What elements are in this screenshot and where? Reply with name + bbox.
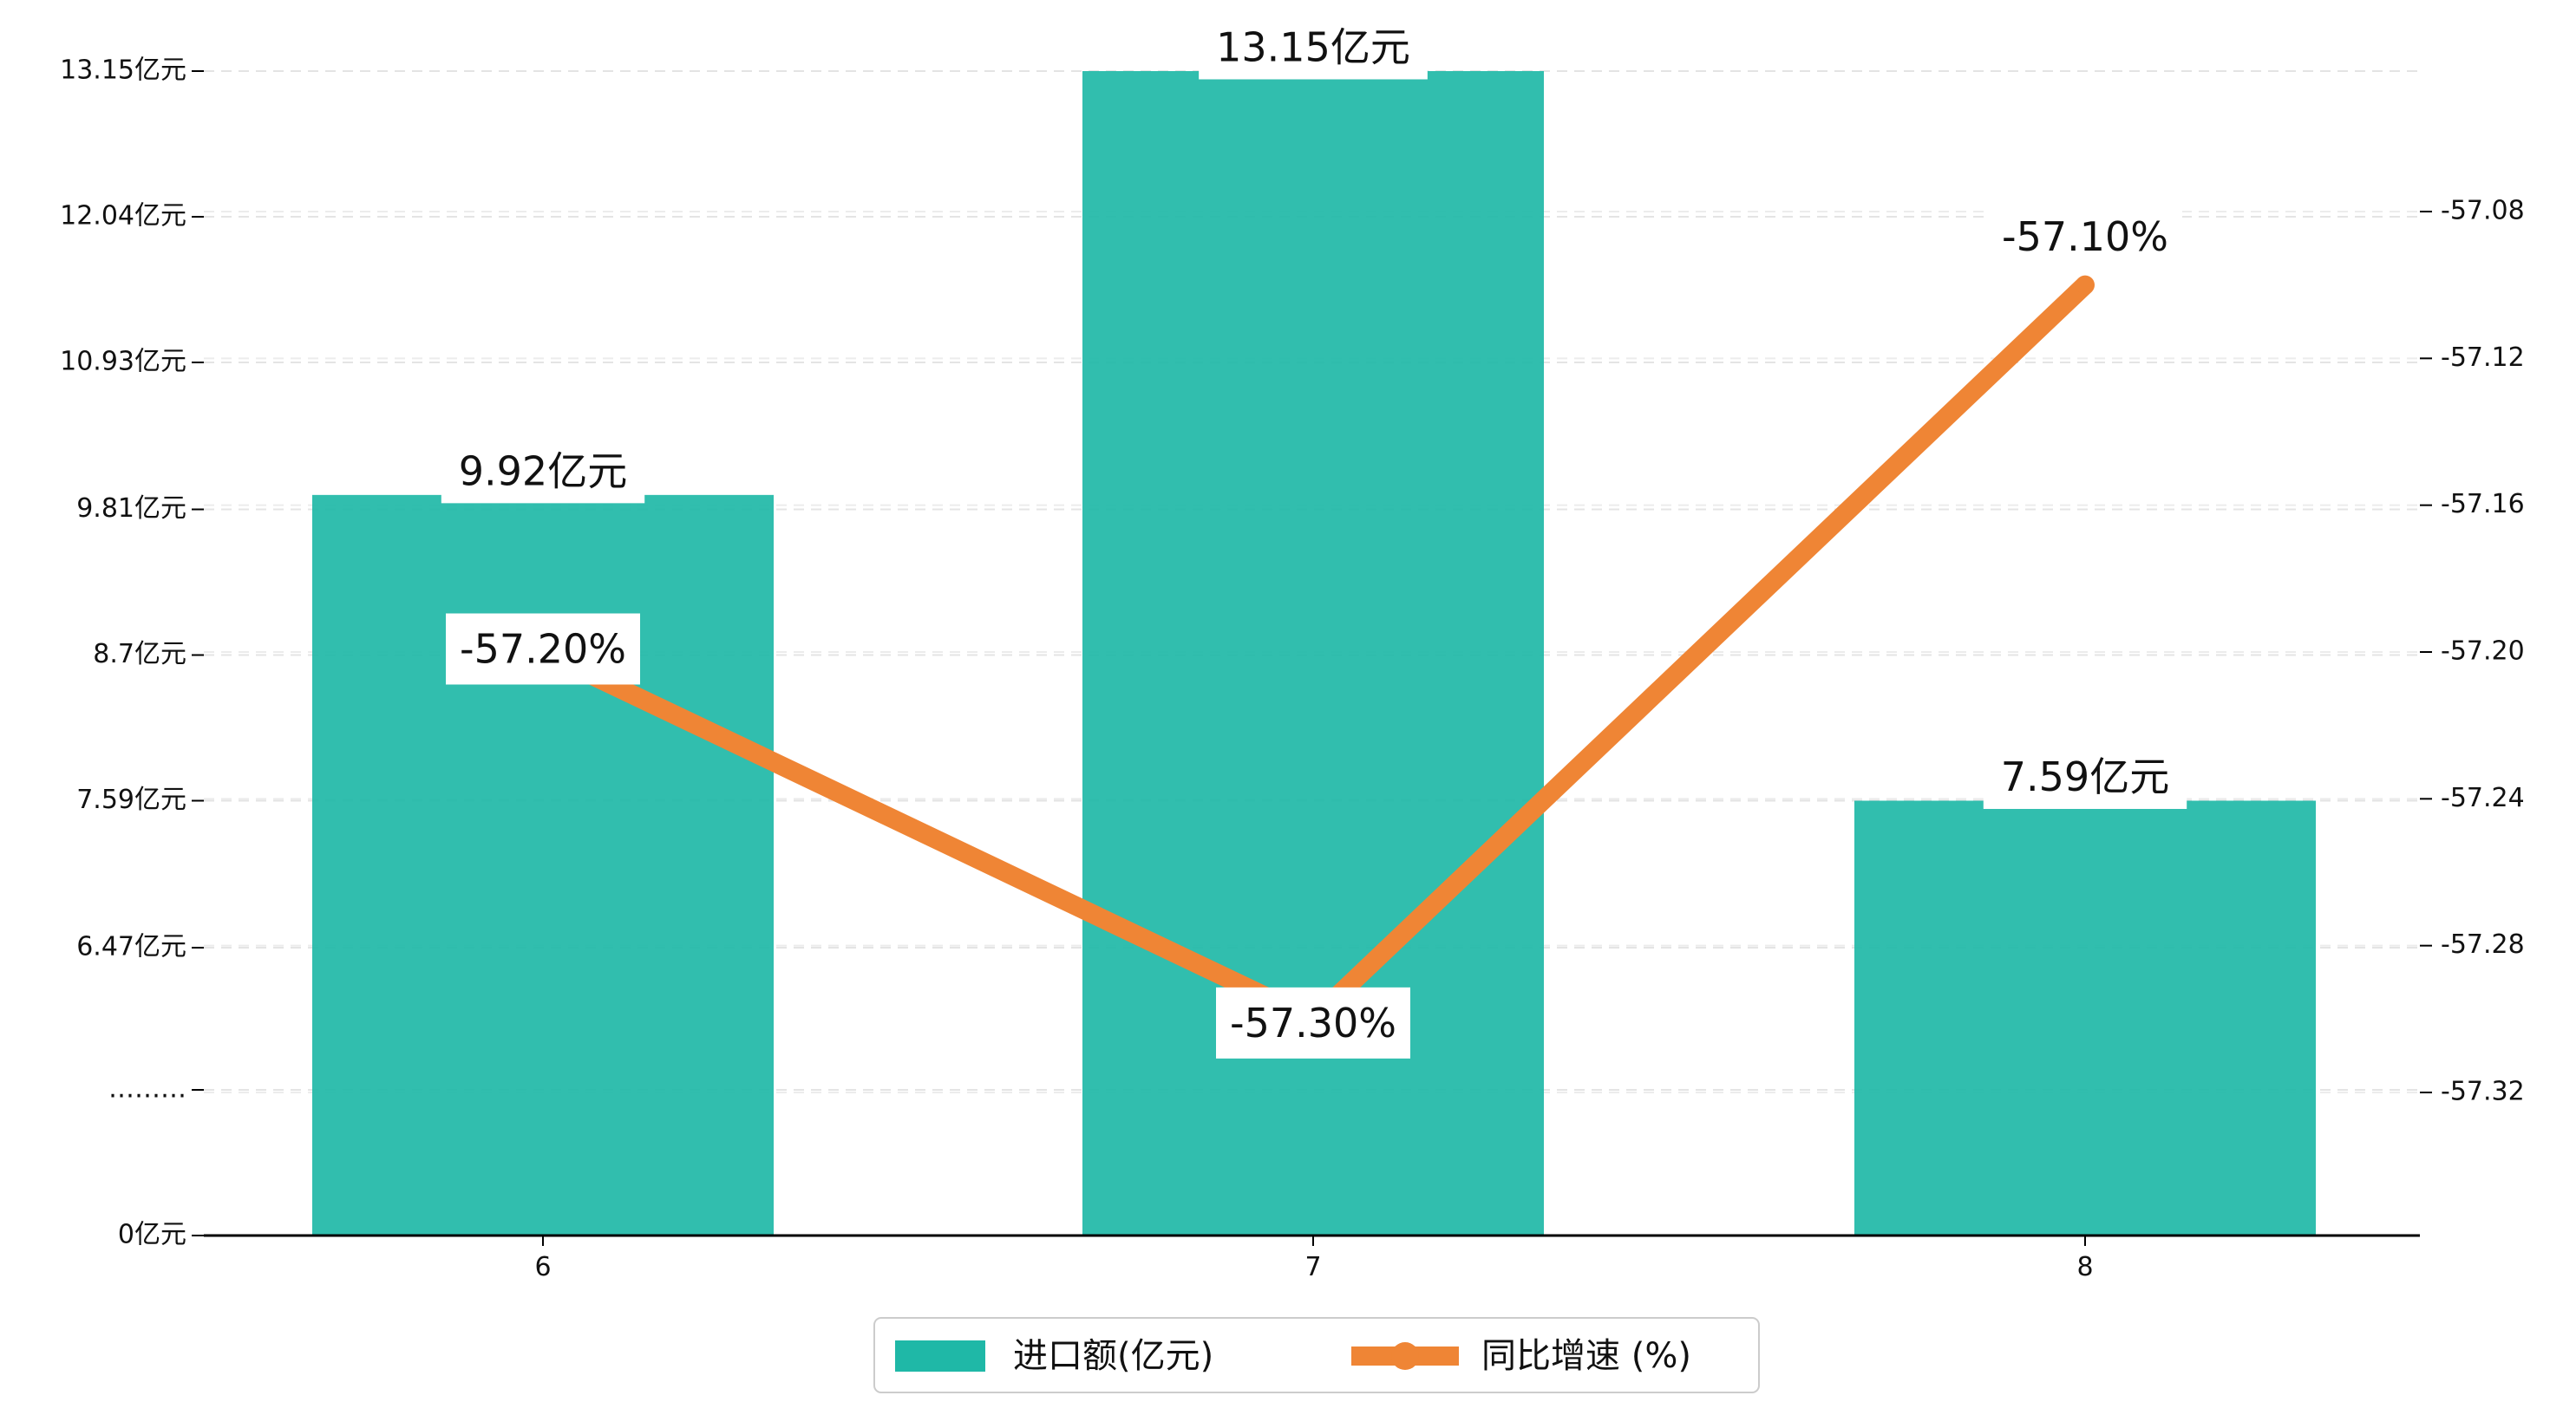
- bar-value-label: 7.59亿元: [2001, 753, 2169, 800]
- bar-6: [312, 494, 774, 1236]
- data-labels: 9.92亿元 13.15亿元 7.59亿元 -57.20% -57.30% -57.10%: [441, 15, 2187, 1059]
- left-tick-label: 6.47亿元: [76, 932, 186, 962]
- growth-value-label: -57.30%: [1230, 1000, 1396, 1047]
- growth-value-label-group: -57.30%: [1216, 987, 1410, 1059]
- left-tick-label: 0亿元: [118, 1220, 186, 1250]
- x-tick-label: 6: [534, 1252, 551, 1282]
- x-tick-label: 7: [1304, 1252, 1321, 1282]
- growth-value-label-group: -57.20%: [446, 613, 640, 685]
- growth-value-label: -57.10%: [2002, 213, 2168, 260]
- legend-label-line: 同比增速 (%): [1481, 1336, 1691, 1376]
- legend-label-bar: 进口额(亿元): [1013, 1336, 1213, 1376]
- legend: 进口额(亿元) 同比增速 (%): [873, 1317, 1760, 1393]
- legend-swatch-bar: [895, 1340, 985, 1372]
- left-tick-label: 8.7亿元: [93, 639, 186, 669]
- axes: 6 7 8 0亿元 ……… 6.47亿元 7.59亿元 8.7亿元 9.81亿元 10.93亿元 1…: [60, 55, 2525, 1283]
- right-tick-label: -57.16: [2441, 489, 2525, 519]
- growth-value-label-background: [446, 613, 640, 685]
- bar-value-label-group: 13.15亿元: [1199, 15, 1428, 80]
- right-tick-label: -57.28: [2441, 929, 2525, 960]
- growth-value-label: -57.20%: [460, 626, 626, 673]
- left-tick-label: 7.59亿元: [76, 785, 186, 815]
- bar-value-label-background: [1199, 15, 1428, 80]
- legend-box: [873, 1317, 1760, 1393]
- left-tick-label: ………: [108, 1074, 186, 1105]
- growth-value-label-group: -57.10%: [1988, 201, 2182, 273]
- line-point-8: [2076, 275, 2095, 295]
- right-tick-label: -57.08: [2441, 196, 2525, 226]
- x-tick-label: 8: [2076, 1252, 2093, 1282]
- growth-value-label-background: [1216, 987, 1410, 1059]
- bar-7: [1082, 71, 1544, 1236]
- bar-8: [1854, 800, 2316, 1236]
- left-tick-label: 13.15亿元: [60, 55, 186, 86]
- bar-value-label-background: [1983, 744, 2187, 809]
- left-tick-label: 12.04亿元: [60, 200, 186, 231]
- bar-value-label: 9.92亿元: [459, 447, 627, 494]
- right-tick-label: -57.32: [2441, 1077, 2525, 1107]
- left-tick-label: 9.81亿元: [76, 493, 186, 524]
- right-tick-label: -57.12: [2441, 342, 2525, 373]
- bar-value-label-group: 7.59亿元: [1983, 744, 2187, 809]
- growth-value-label-background: [1988, 201, 2182, 273]
- legend-swatch-marker: [1391, 1342, 1419, 1370]
- right-tick-label: -57.24: [2441, 783, 2525, 813]
- right-tick-label: -57.20: [2441, 636, 2525, 667]
- bar-value-label-background: [441, 439, 645, 504]
- left-tick-label: 10.93亿元: [60, 346, 186, 376]
- bar-value-label: 13.15亿元: [1216, 24, 1410, 71]
- bar-value-label-group: 9.92亿元: [441, 439, 645, 504]
